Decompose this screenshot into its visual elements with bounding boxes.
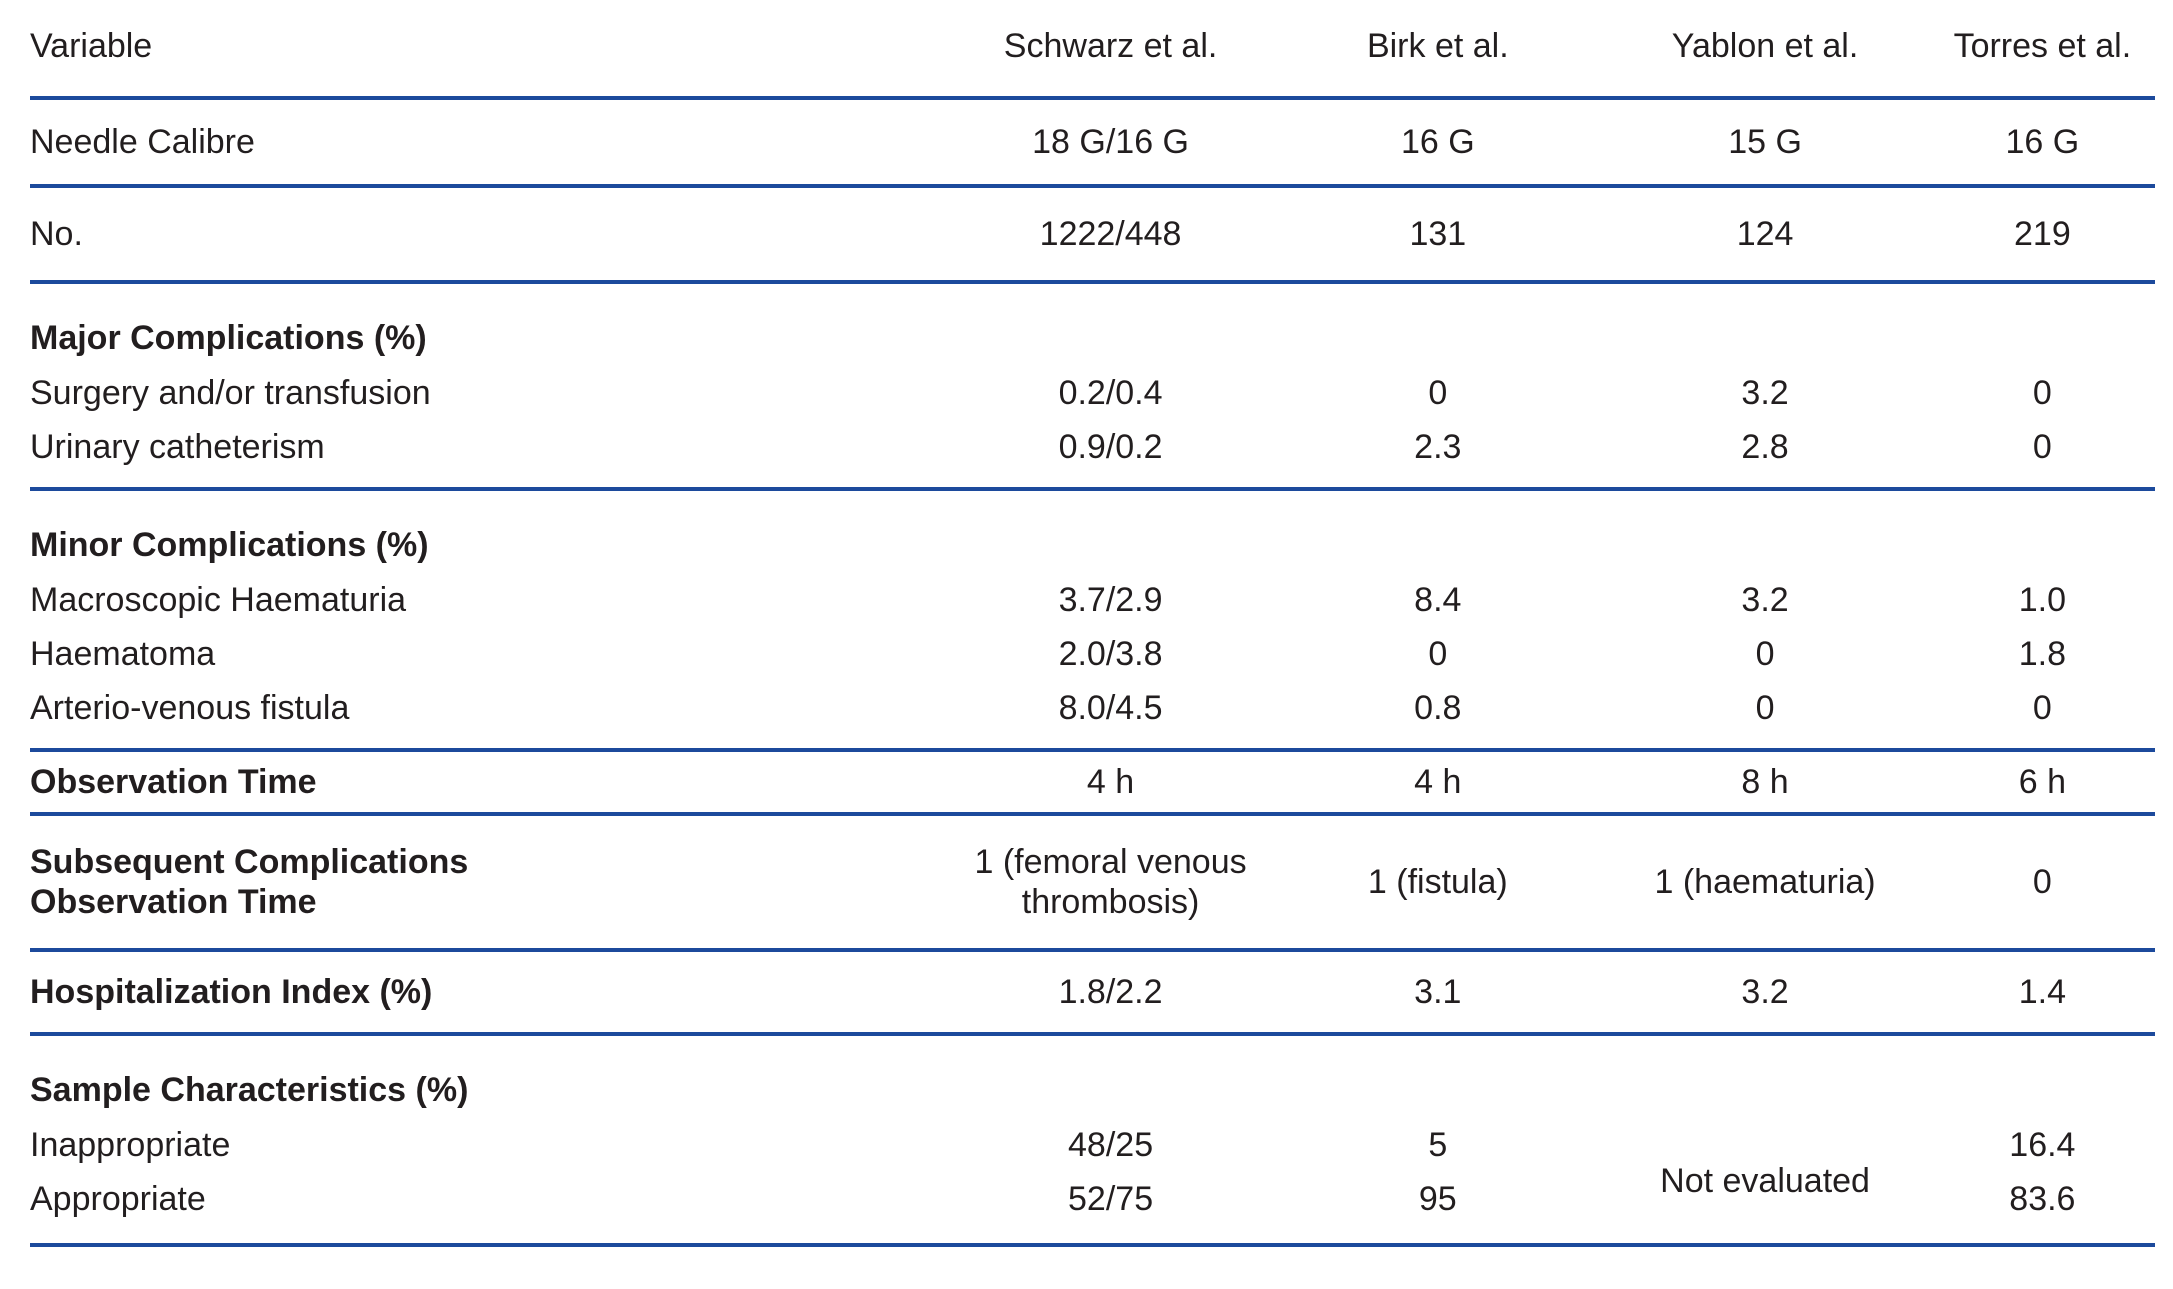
cell-arterio-venous-fistula-torres: 0 bbox=[1929, 681, 2155, 752]
cell-subsequent-complications-yablon: 1 (haematuria) bbox=[1600, 814, 1930, 952]
table-figure: Variable Schwarz et al. Birk et al. Yabl… bbox=[30, 0, 2155, 1247]
cell-haematoma-birk: 0 bbox=[1428, 635, 1448, 673]
section-label-major-complications: Major Complications (%) bbox=[30, 319, 427, 357]
cell-arterio-venous-fistula-yablon: 0 bbox=[1600, 681, 1930, 752]
cell-hospitalization-index-schwarz: 1.8/2.2 bbox=[945, 950, 1276, 1036]
cell-subsequent-complications-torres: 0 bbox=[1929, 814, 2155, 952]
cell-appropriate-schwarz: 52/75 bbox=[945, 1172, 1276, 1247]
row-label-no: No. bbox=[30, 186, 946, 284]
cell-no-torres: 219 bbox=[1929, 186, 2155, 284]
section-header-minor-complications: Minor Complications (%) bbox=[30, 489, 2155, 573]
cell-appropriate-birk: 95 bbox=[1275, 1172, 1601, 1247]
table-row-surgery-transfusion: Surgery and/or transfusion 0.2/0.4 0 3.2… bbox=[30, 366, 2155, 420]
cell-inappropriate-torres: 16.4 bbox=[2009, 1126, 2076, 1164]
row-label-subsequent-complications-line1: Subsequent Complications bbox=[30, 843, 469, 881]
table-header-row: Variable Schwarz et al. Birk et al. Yabl… bbox=[30, 0, 2155, 100]
cell-macroscopic-haematuria-schwarz: 3.7/2.9 bbox=[1058, 581, 1163, 619]
cell-haematoma-torres: 1.8 bbox=[2018, 635, 2066, 673]
table-row-no: No. 1222/448 131 124 219 bbox=[30, 186, 2155, 284]
cell-haematoma-yablon: 0 bbox=[1755, 635, 1775, 673]
cell-surgery-transfusion-birk: 0 bbox=[1428, 374, 1448, 412]
cell-subsequent-complications-schwarz: 1 (femoral venous thrombosis) bbox=[945, 814, 1276, 952]
row-label-subsequent-complications: Subsequent Complications Observation Tim… bbox=[30, 814, 946, 952]
row-label-haematoma: Haematoma bbox=[30, 635, 216, 673]
column-header-schwarz: Schwarz et al. bbox=[945, 0, 1276, 100]
cell-macroscopic-haematuria-birk: 8.4 bbox=[1414, 581, 1462, 619]
cell-surgery-transfusion-torres: 0 bbox=[2032, 374, 2052, 412]
column-header-yablon: Yablon et al. bbox=[1600, 0, 1930, 100]
row-label-observation-time: Observation Time bbox=[30, 750, 946, 816]
cell-no-schwarz: 1222/448 bbox=[945, 186, 1276, 284]
cell-observation-time-yablon: 8 h bbox=[1600, 750, 1930, 816]
section-label-minor-complications: Minor Complications (%) bbox=[30, 526, 429, 564]
table-row-haematoma: Haematoma 2.0/3.8 0 0 1.8 bbox=[30, 627, 2155, 681]
cell-needle-calibre-torres: 16 G bbox=[1929, 98, 2155, 188]
section-header-sample-characteristics: Sample Characteristics (%) bbox=[30, 1034, 2155, 1118]
cell-no-yablon: 124 bbox=[1600, 186, 1930, 284]
row-label-hospitalization-index: Hospitalization Index (%) bbox=[30, 950, 946, 1036]
table-row-inappropriate: Inappropriate 48/25 5 Not evaluated 16.4 bbox=[30, 1118, 2155, 1247]
cell-surgery-transfusion-schwarz: 0.2/0.4 bbox=[1058, 374, 1163, 412]
cell-inappropriate-birk: 5 bbox=[1428, 1126, 1448, 1164]
table-row-urinary-catheterism: Urinary catheterism 0.9/0.2 2.3 2.8 0 bbox=[30, 420, 2155, 491]
column-header-torres: Torres et al. bbox=[1929, 0, 2155, 100]
cell-hospitalization-index-torres: 1.4 bbox=[1929, 950, 2155, 1036]
cell-needle-calibre-birk: 16 G bbox=[1275, 98, 1601, 188]
row-label-needle-calibre: Needle Calibre bbox=[30, 98, 946, 188]
cell-macroscopic-haematuria-torres: 1.0 bbox=[2018, 581, 2066, 619]
row-label-arterio-venous-fistula: Arterio-venous fistula bbox=[30, 681, 946, 752]
row-label-urinary-catheterism: Urinary catheterism bbox=[30, 420, 946, 491]
section-header-major-complications: Major Complications (%) bbox=[30, 282, 2155, 366]
row-label-subsequent-complications-line2: Observation Time bbox=[30, 883, 317, 921]
row-label-surgery-transfusion: Surgery and/or transfusion bbox=[30, 374, 431, 412]
table-row-observation-time: Observation Time 4 h 4 h 8 h 6 h bbox=[30, 750, 2155, 816]
table-row-needle-calibre: Needle Calibre 18 G/16 G 16 G 15 G 16 G bbox=[30, 98, 2155, 188]
cell-urinary-catheterism-birk: 2.3 bbox=[1275, 420, 1601, 491]
study-comparison-table: Variable Schwarz et al. Birk et al. Yabl… bbox=[30, 0, 2155, 1247]
cell-needle-calibre-yablon: 15 G bbox=[1600, 98, 1930, 188]
cell-hospitalization-index-yablon: 3.2 bbox=[1600, 950, 1930, 1036]
cell-arterio-venous-fistula-birk: 0.8 bbox=[1275, 681, 1601, 752]
cell-observation-time-schwarz: 4 h bbox=[945, 750, 1276, 816]
row-label-inappropriate: Inappropriate bbox=[30, 1126, 231, 1164]
cell-haematoma-schwarz: 2.0/3.8 bbox=[1058, 635, 1163, 673]
cell-observation-time-torres: 6 h bbox=[1929, 750, 2155, 816]
row-label-appropriate: Appropriate bbox=[30, 1172, 946, 1247]
table-row-macroscopic-haematuria: Macroscopic Haematuria 3.7/2.9 8.4 3.2 1… bbox=[30, 573, 2155, 627]
cell-urinary-catheterism-torres: 0 bbox=[1929, 420, 2155, 491]
cell-inappropriate-schwarz: 48/25 bbox=[1068, 1126, 1154, 1164]
cell-hospitalization-index-birk: 3.1 bbox=[1275, 950, 1601, 1036]
column-header-variable: Variable bbox=[30, 0, 946, 100]
cell-no-birk: 131 bbox=[1275, 186, 1601, 284]
table-row-appropriate: Appropriate 52/75 95 83.6 bbox=[30, 1172, 2155, 1247]
cell-arterio-venous-fistula-schwarz: 8.0/4.5 bbox=[945, 681, 1276, 752]
cell-yablon-not-evaluated: Not evaluated bbox=[1600, 1118, 1930, 1247]
cell-macroscopic-haematuria-yablon: 3.2 bbox=[1741, 581, 1789, 619]
cell-urinary-catheterism-schwarz: 0.9/0.2 bbox=[945, 420, 1276, 491]
cell-surgery-transfusion-yablon: 3.2 bbox=[1741, 374, 1789, 412]
table-row-hospitalization-index: Hospitalization Index (%) 1.8/2.2 3.1 3.… bbox=[30, 950, 2155, 1036]
cell-appropriate-torres: 83.6 bbox=[1929, 1172, 2155, 1247]
table-row-arterio-venous-fistula: Arterio-venous fistula 8.0/4.5 0.8 0 0 bbox=[30, 681, 2155, 752]
cell-urinary-catheterism-yablon: 2.8 bbox=[1600, 420, 1930, 491]
cell-observation-time-birk: 4 h bbox=[1275, 750, 1601, 816]
column-header-birk: Birk et al. bbox=[1275, 0, 1601, 100]
cell-needle-calibre-schwarz: 18 G/16 G bbox=[945, 98, 1276, 188]
cell-subsequent-complications-birk: 1 (fistula) bbox=[1275, 814, 1601, 952]
row-label-macroscopic-haematuria: Macroscopic Haematuria bbox=[30, 581, 407, 619]
section-label-sample-characteristics: Sample Characteristics (%) bbox=[30, 1071, 469, 1109]
table-row-subsequent-complications: Subsequent Complications Observation Tim… bbox=[30, 814, 2155, 952]
